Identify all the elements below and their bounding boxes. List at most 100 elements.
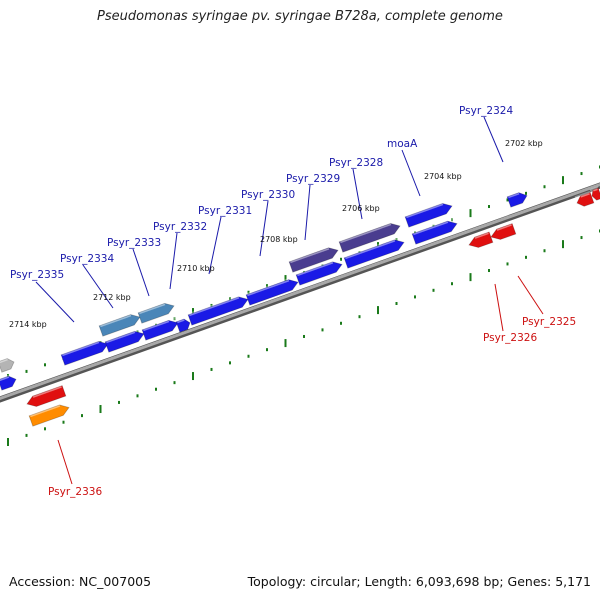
reverse-tick [358, 315, 361, 319]
gene-labels: 2702 kbp 2704 kbp 2706 kbp 2708 kbp 2710 kbp… [9, 105, 576, 498]
forward-tick [525, 191, 527, 195]
reverse-kbp-ticks [7, 229, 600, 446]
gene-fwd-i-highlight [413, 221, 449, 236]
gene-fwd-e-body [187, 296, 249, 326]
reverse-gene-label: Psyr_2326 [483, 332, 537, 344]
gene-rev-b [574, 191, 595, 207]
genome-backbone [0, 182, 600, 403]
forward-tick [44, 363, 46, 367]
gene-psyr-2326-shape-highlight [474, 232, 489, 239]
gene-psyr-2334-shape-highlight [100, 314, 132, 328]
reverse-gene-label: Psyr_2325 [522, 316, 576, 328]
gene-fwd-c [141, 316, 179, 341]
forward-gene-label: Psyr_2334 [60, 253, 114, 265]
gene-fwd-f [245, 275, 299, 306]
gene-fwd-b-body [104, 330, 145, 353]
reverse-tick [432, 288, 435, 292]
reverse-tick [7, 438, 9, 446]
forward-leader-line [82, 264, 114, 309]
gene-fwd-c-body [141, 319, 179, 341]
reverse-tick [62, 420, 65, 424]
forward-tick [229, 297, 231, 301]
gene-fwd-e [187, 292, 249, 326]
kbp-label: 2706 kbp [342, 204, 380, 213]
kbp-label: 2712 kbp [93, 293, 131, 302]
gene-psyr-2325-shape-body [490, 223, 517, 240]
gene-fwd-edge [0, 372, 17, 391]
gene-fwd-d [175, 316, 191, 333]
gene-fwd-g-body [295, 261, 343, 286]
forward-gene-label: Psyr_2330 [241, 189, 295, 201]
kbp-label: 2704 kbp [424, 172, 462, 181]
forward-tick [192, 308, 194, 317]
reverse-gene-label: Psyr_2336 [48, 486, 102, 498]
reverse-tick [136, 394, 139, 398]
reverse-tick [25, 433, 28, 437]
reverse-tick [303, 334, 305, 338]
gene-fwd-g [295, 257, 343, 286]
gene-fwd-e-highlight [189, 297, 240, 317]
gene-psyr-2325-shape [488, 222, 517, 240]
kbp-label: 2702 kbp [505, 139, 543, 148]
reverse-tick [118, 400, 120, 404]
gene-psyr-2333-shape [137, 299, 175, 324]
reverse-leader-line [494, 283, 504, 332]
forward-gene-label: Psyr_2333 [107, 237, 161, 249]
gene-psyr-2336-shape-highlight [30, 405, 61, 418]
gene-psyr-2324-shape [506, 188, 528, 208]
gene-rev-a-highlight [32, 386, 62, 398]
forward-leader-line [259, 200, 269, 257]
forward-tick [136, 330, 139, 334]
gene-psyr-2328-shape [338, 219, 401, 253]
reverse-leader-line [57, 439, 73, 485]
gene-rev-b-highlight [580, 192, 590, 198]
forward-gene-label: Psyr_2331 [198, 205, 252, 217]
reverse-tick [525, 255, 527, 259]
forward-tick [543, 185, 546, 189]
gene-psyr-2336-shape-body [28, 404, 70, 427]
forward-leader-line [132, 248, 150, 297]
forward-gene-label: Psyr_2324 [459, 105, 513, 117]
gene-fwd-a-body [60, 341, 109, 366]
gene-fwd-a-highlight [62, 341, 100, 357]
gene-psyr-2333-shape-body [137, 302, 175, 324]
reverse-tick [506, 262, 509, 266]
reverse-tick [210, 367, 213, 371]
gene-psyr-2325-shape-highlight [496, 224, 512, 231]
forward-tick [25, 369, 28, 373]
gene-fwd-f-body [245, 279, 299, 306]
forward-leader-line [304, 184, 311, 241]
gene-fwd-edge-highlight [0, 376, 10, 382]
forward-leader-line [169, 232, 178, 290]
gene-psyr-2334-shape [98, 310, 141, 337]
gene-moaa-shape-body [404, 203, 453, 228]
map-title: Pseudomonas syringae pv. syringae B728a,… [97, 9, 503, 24]
reverse-tick [81, 414, 83, 418]
gene-rev-c-body [591, 187, 600, 201]
reverse-tick [247, 354, 250, 358]
gene-fwd-d-highlight [177, 319, 185, 324]
gene-moaa-shape [404, 199, 453, 228]
gene-features [0, 186, 600, 427]
accession-text: Accession: NC_007005 [9, 574, 152, 589]
gene-psyr-2326-shape [466, 230, 494, 248]
gene-psyr-2329-shape-body [288, 247, 339, 273]
forward-tick [340, 257, 342, 261]
reverse-tick [155, 387, 157, 391]
kbp-label: 2714 kbp [9, 320, 47, 329]
forward-tick [173, 317, 176, 321]
reverse-tick [488, 269, 490, 273]
reverse-tick [562, 240, 564, 249]
gene-psyr-2333-shape-highlight [139, 303, 166, 315]
gene-fwd-i [411, 217, 458, 245]
forward-leader-line [352, 168, 363, 220]
gene-fwd-f-highlight [247, 279, 290, 297]
forward-gene-label: Psyr_2332 [153, 221, 207, 233]
gene-fwd-a [60, 337, 109, 366]
reverse-tick [395, 301, 398, 305]
forward-tick [451, 218, 453, 222]
reverse-tick [192, 372, 194, 381]
gene-gray-highlight [0, 358, 8, 364]
